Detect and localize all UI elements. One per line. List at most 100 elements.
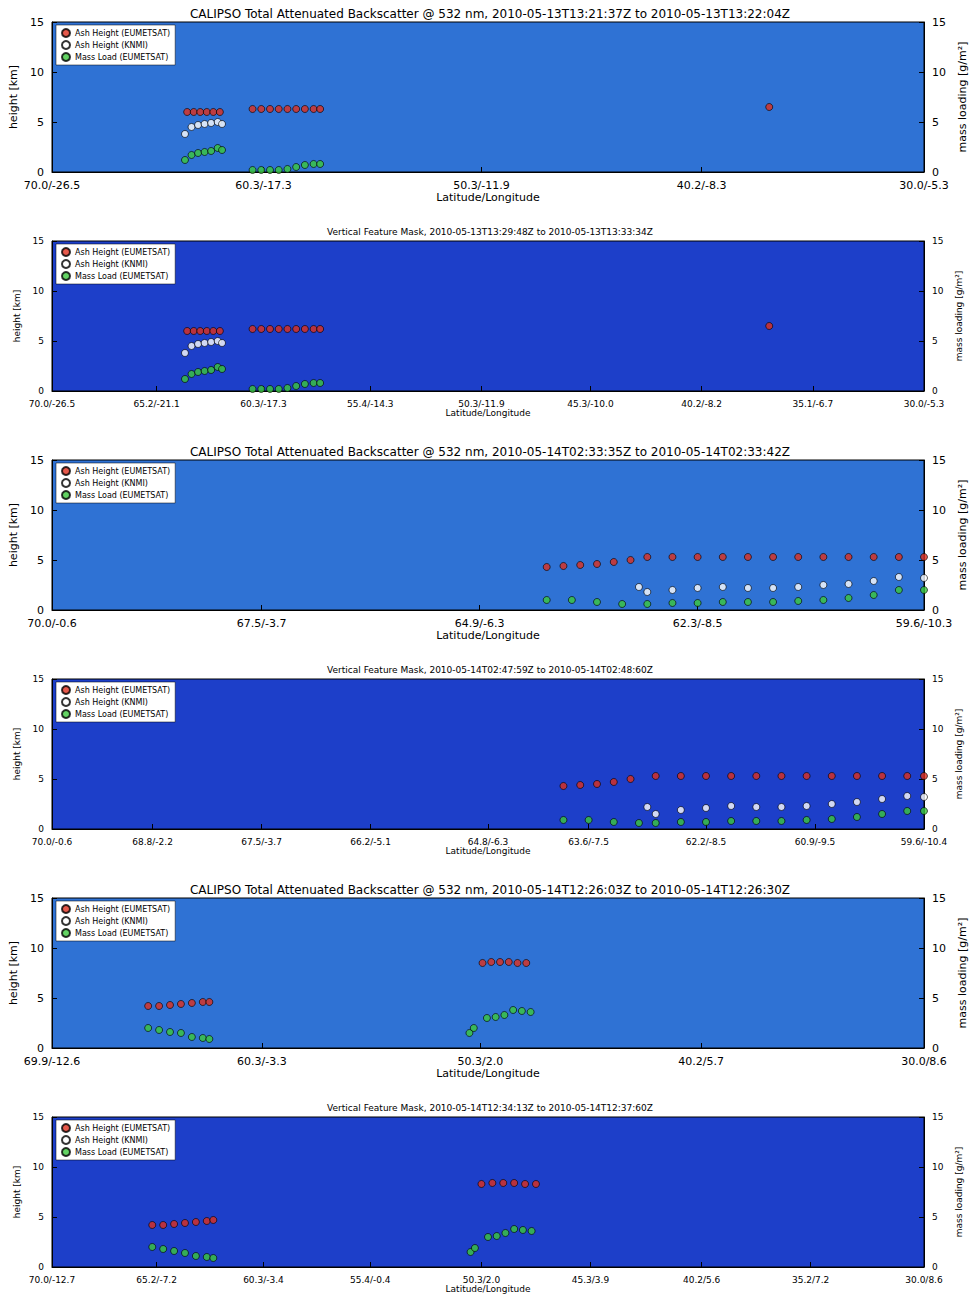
- svg-text:Ash Height (KNMI): Ash Height (KNMI): [75, 479, 148, 488]
- svg-text:15: 15: [932, 892, 946, 905]
- svg-text:60.3/-3.4: 60.3/-3.4: [243, 1275, 284, 1285]
- svg-text:67.5/-3.7: 67.5/-3.7: [241, 837, 282, 847]
- svg-text:10: 10: [932, 66, 946, 79]
- svg-text:Ash Height (KNMI): Ash Height (KNMI): [75, 917, 148, 926]
- svg-text:40.2/5.7: 40.2/5.7: [678, 1055, 724, 1068]
- svg-text:69.9/-12.6: 69.9/-12.6: [24, 1055, 81, 1068]
- svg-text:0: 0: [932, 1262, 938, 1272]
- svg-text:67.5/-3.7: 67.5/-3.7: [237, 617, 287, 630]
- svg-text:60.3/-3.3: 60.3/-3.3: [237, 1055, 287, 1068]
- svg-text:height [km]: height [km]: [7, 503, 20, 567]
- svg-text:Ash Height (EUMETSAT): Ash Height (EUMETSAT): [75, 905, 170, 914]
- svg-text:50.3/2.0: 50.3/2.0: [457, 1055, 503, 1068]
- svg-text:64.9/-6.3: 64.9/-6.3: [455, 617, 505, 630]
- svg-text:60.9/-9.5: 60.9/-9.5: [795, 837, 836, 847]
- svg-text:Ash Height (EUMETSAT): Ash Height (EUMETSAT): [75, 1124, 170, 1133]
- svg-text:70.0/-0.6: 70.0/-0.6: [32, 837, 73, 847]
- svg-text:height [km]: height [km]: [12, 1166, 22, 1219]
- svg-text:10: 10: [30, 66, 44, 79]
- svg-text:height [km]: height [km]: [12, 728, 22, 781]
- svg-text:Mass Load (EUMETSAT): Mass Load (EUMETSAT): [75, 1148, 168, 1157]
- svg-text:mass loading [g/m²]: mass loading [g/m²]: [954, 1147, 964, 1238]
- svg-text:CALIPSO Total Attenuated Backs: CALIPSO Total Attenuated Backscatter @ 5…: [190, 445, 790, 459]
- svg-text:5: 5: [38, 774, 44, 784]
- svg-text:30.0/8.6: 30.0/8.6: [901, 1055, 947, 1068]
- svg-text:10: 10: [30, 504, 44, 517]
- svg-text:0: 0: [932, 604, 939, 617]
- svg-text:CALIPSO Total Attenuated Backs: CALIPSO Total Attenuated Backscatter @ 5…: [190, 7, 790, 21]
- svg-text:0: 0: [38, 824, 44, 834]
- svg-text:30.0/-5.3: 30.0/-5.3: [904, 399, 945, 409]
- svg-text:62.3/-8.5: 62.3/-8.5: [673, 617, 723, 630]
- svg-text:Ash Height (EUMETSAT): Ash Height (EUMETSAT): [75, 686, 170, 695]
- svg-text:60.3/-17.3: 60.3/-17.3: [235, 179, 292, 192]
- svg-text:Ash Height (EUMETSAT): Ash Height (EUMETSAT): [75, 29, 170, 38]
- svg-text:45.3/3.9: 45.3/3.9: [572, 1275, 610, 1285]
- svg-text:Ash Height (KNMI): Ash Height (KNMI): [75, 698, 148, 707]
- svg-text:15: 15: [932, 674, 943, 684]
- svg-text:5: 5: [37, 116, 44, 129]
- svg-text:15: 15: [932, 1112, 943, 1122]
- svg-text:66.2/-5.1: 66.2/-5.1: [350, 837, 391, 847]
- svg-text:59.6/-10.4: 59.6/-10.4: [901, 837, 948, 847]
- svg-text:70.0/-26.5: 70.0/-26.5: [29, 399, 75, 409]
- svg-text:5: 5: [38, 336, 44, 346]
- svg-text:0: 0: [932, 386, 938, 396]
- svg-text:Mass Load (EUMETSAT): Mass Load (EUMETSAT): [75, 491, 168, 500]
- svg-text:15: 15: [30, 16, 44, 29]
- svg-text:5: 5: [932, 992, 939, 1005]
- svg-text:Latitude/Longitude: Latitude/Longitude: [436, 191, 540, 204]
- svg-text:59.6/-10.3: 59.6/-10.3: [896, 617, 953, 630]
- svg-text:CALIPSO Total Attenuated Backs: CALIPSO Total Attenuated Backscatter @ 5…: [190, 883, 790, 897]
- svg-text:Latitude/Longitude: Latitude/Longitude: [436, 629, 540, 642]
- svg-text:0: 0: [37, 166, 44, 179]
- svg-text:5: 5: [932, 1212, 938, 1222]
- svg-text:70.0/-26.5: 70.0/-26.5: [24, 179, 81, 192]
- svg-text:55.4/-14.3: 55.4/-14.3: [347, 399, 393, 409]
- svg-text:50.3/2.0: 50.3/2.0: [463, 1275, 501, 1285]
- svg-text:5: 5: [932, 116, 939, 129]
- svg-text:0: 0: [37, 604, 44, 617]
- svg-text:15: 15: [33, 236, 44, 246]
- svg-text:height [km]: height [km]: [7, 65, 20, 129]
- svg-text:40.2/-8.2: 40.2/-8.2: [681, 399, 722, 409]
- svg-text:10: 10: [932, 1162, 944, 1172]
- svg-text:63.6/-7.5: 63.6/-7.5: [568, 837, 609, 847]
- svg-text:15: 15: [33, 1112, 44, 1122]
- svg-text:Vertical Feature Mask, 2010-05: Vertical Feature Mask, 2010-05-14T02:47:…: [327, 665, 653, 675]
- svg-text:40.2/-8.3: 40.2/-8.3: [677, 179, 727, 192]
- svg-text:40.2/5.6: 40.2/5.6: [683, 1275, 721, 1285]
- svg-text:45.3/-10.0: 45.3/-10.0: [567, 399, 614, 409]
- svg-text:Latitude/Longitude: Latitude/Longitude: [446, 408, 531, 418]
- svg-text:Latitude/Longitude: Latitude/Longitude: [446, 846, 531, 856]
- svg-text:5: 5: [38, 1212, 44, 1222]
- svg-text:Latitude/Longitude: Latitude/Longitude: [436, 1067, 540, 1080]
- svg-text:0: 0: [37, 1042, 44, 1055]
- svg-text:Ash Height (EUMETSAT): Ash Height (EUMETSAT): [75, 467, 170, 476]
- svg-text:15: 15: [932, 236, 943, 246]
- svg-text:0: 0: [932, 824, 938, 834]
- svg-text:Mass Load (EUMETSAT): Mass Load (EUMETSAT): [75, 929, 168, 938]
- svg-text:15: 15: [932, 454, 946, 467]
- svg-text:30.0/8.6: 30.0/8.6: [905, 1275, 943, 1285]
- svg-text:5: 5: [932, 554, 939, 567]
- svg-text:height [km]: height [km]: [12, 290, 22, 343]
- svg-text:5: 5: [37, 992, 44, 1005]
- svg-text:65.2/-21.1: 65.2/-21.1: [133, 399, 179, 409]
- svg-text:70.0/-0.6: 70.0/-0.6: [27, 617, 77, 630]
- svg-text:mass loading [g/m²]: mass loading [g/m²]: [954, 709, 964, 800]
- svg-text:height [km]: height [km]: [7, 941, 20, 1005]
- svg-text:mass loading [g/m²]: mass loading [g/m²]: [956, 42, 969, 153]
- svg-text:35.2/7.2: 35.2/7.2: [792, 1275, 829, 1285]
- svg-text:10: 10: [33, 1162, 45, 1172]
- svg-text:0: 0: [38, 1262, 44, 1272]
- svg-text:55.4/-0.4: 55.4/-0.4: [350, 1275, 391, 1285]
- svg-text:5: 5: [932, 336, 938, 346]
- svg-text:35.1/-6.7: 35.1/-6.7: [792, 399, 833, 409]
- svg-text:5: 5: [37, 554, 44, 567]
- svg-text:Ash Height (KNMI): Ash Height (KNMI): [75, 260, 148, 269]
- svg-text:15: 15: [30, 892, 44, 905]
- svg-text:30.0/-5.3: 30.0/-5.3: [899, 179, 949, 192]
- svg-text:0: 0: [38, 386, 44, 396]
- svg-text:65.2/-7.2: 65.2/-7.2: [136, 1275, 177, 1285]
